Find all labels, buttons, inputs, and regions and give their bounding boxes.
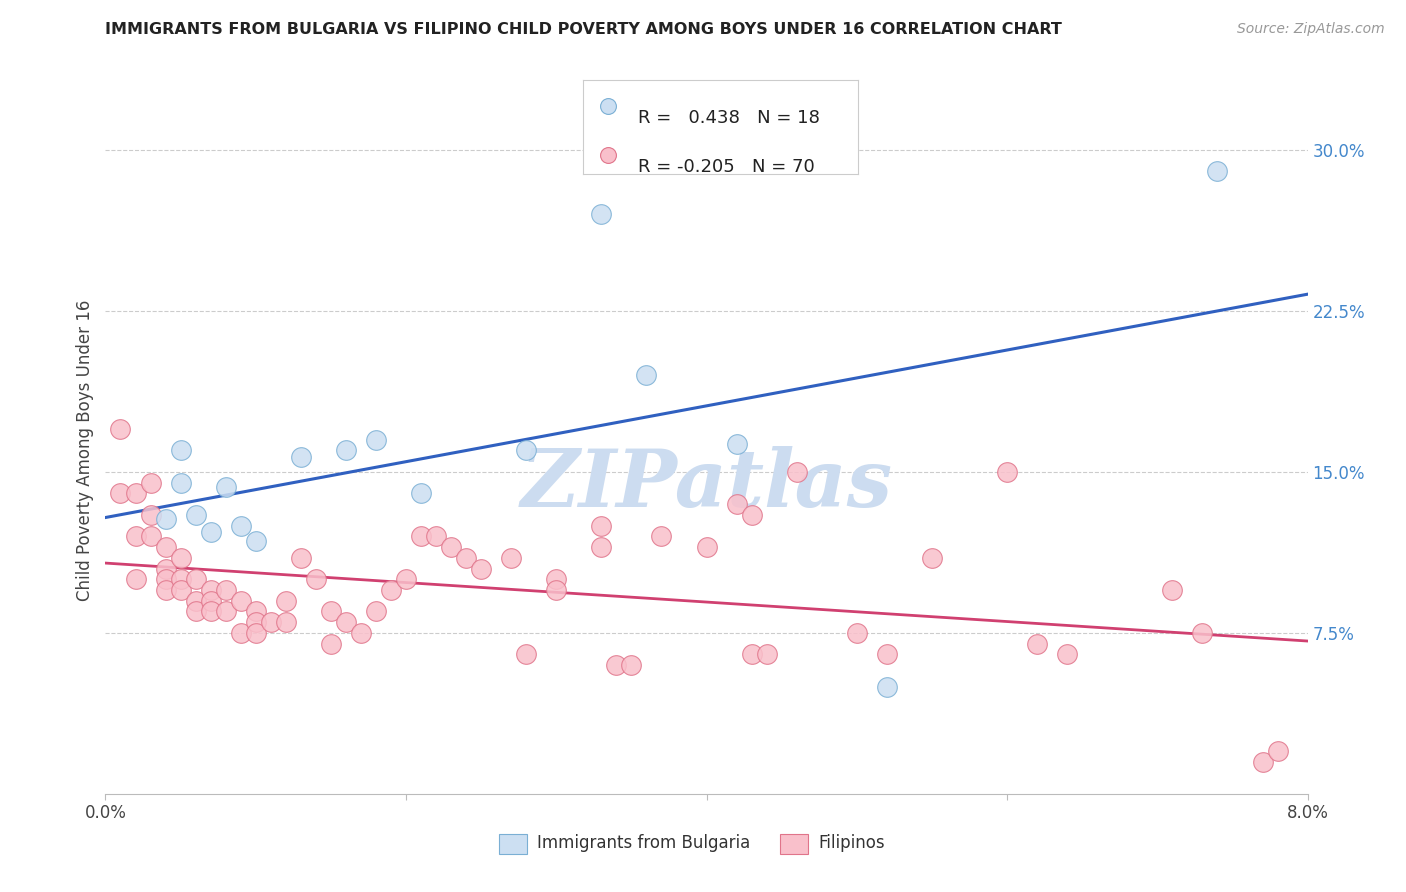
Point	[636, 368, 658, 383]
Point	[214, 480, 236, 494]
Point	[364, 604, 387, 618]
Point	[229, 593, 252, 607]
Point	[155, 512, 177, 526]
Point	[1251, 755, 1274, 769]
Point	[1026, 637, 1049, 651]
Point	[409, 486, 432, 500]
Point	[470, 561, 492, 575]
Point	[921, 550, 943, 565]
Point	[546, 572, 568, 586]
Text: Source: ZipAtlas.com: Source: ZipAtlas.com	[1237, 22, 1385, 37]
Point	[200, 524, 222, 539]
Point	[124, 486, 146, 500]
Point	[274, 615, 297, 630]
Point	[184, 508, 207, 522]
Point	[214, 582, 236, 597]
Point	[139, 475, 162, 490]
Point	[184, 604, 207, 618]
Point	[290, 450, 312, 464]
Point	[591, 540, 613, 554]
Point	[110, 486, 132, 500]
Text: R = -0.205   N = 70: R = -0.205 N = 70	[638, 159, 815, 177]
Point	[725, 437, 748, 451]
Point	[845, 626, 868, 640]
Point	[155, 582, 177, 597]
Point	[155, 572, 177, 586]
Point	[260, 615, 283, 630]
Point	[515, 443, 537, 458]
Point	[1267, 744, 1289, 758]
Point	[110, 422, 132, 436]
Point	[169, 475, 191, 490]
Point	[155, 561, 177, 575]
Point	[169, 550, 191, 565]
Text: ZIPatlas: ZIPatlas	[520, 446, 893, 524]
Point	[139, 529, 162, 543]
Point	[229, 518, 252, 533]
Text: R =   0.438   N = 18: R = 0.438 N = 18	[638, 109, 820, 127]
Point	[184, 593, 207, 607]
Point	[591, 207, 613, 221]
Point	[200, 593, 222, 607]
Point	[200, 582, 222, 597]
Point	[1206, 164, 1229, 178]
Point	[139, 508, 162, 522]
Point	[395, 572, 418, 586]
Point	[454, 550, 477, 565]
Point	[245, 626, 267, 640]
Point	[725, 497, 748, 511]
Point	[409, 529, 432, 543]
Point	[620, 658, 643, 673]
Point	[245, 615, 267, 630]
Point	[786, 465, 808, 479]
Point	[741, 648, 763, 662]
Point	[650, 529, 672, 543]
Point	[755, 648, 778, 662]
Point	[319, 637, 342, 651]
Point	[335, 615, 357, 630]
Point	[350, 626, 373, 640]
Point	[546, 582, 568, 597]
Point	[1161, 582, 1184, 597]
Point	[1056, 648, 1078, 662]
Point	[200, 604, 222, 618]
Point	[229, 626, 252, 640]
Point	[274, 593, 297, 607]
Point	[1191, 626, 1213, 640]
Point	[169, 572, 191, 586]
Point	[169, 443, 191, 458]
Text: IMMIGRANTS FROM BULGARIA VS FILIPINO CHILD POVERTY AMONG BOYS UNDER 16 CORRELATI: IMMIGRANTS FROM BULGARIA VS FILIPINO CHI…	[105, 22, 1063, 37]
Point	[364, 433, 387, 447]
Point	[214, 604, 236, 618]
Point	[876, 680, 898, 694]
Point	[440, 540, 463, 554]
Point	[741, 508, 763, 522]
Point	[319, 604, 342, 618]
Point	[501, 550, 523, 565]
Point	[124, 572, 146, 586]
Point	[515, 648, 537, 662]
Point	[876, 648, 898, 662]
Point	[245, 604, 267, 618]
Point	[591, 518, 613, 533]
Point	[124, 529, 146, 543]
Point	[380, 582, 402, 597]
Point	[155, 540, 177, 554]
Text: Filipinos: Filipinos	[818, 834, 884, 852]
Text: Immigrants from Bulgaria: Immigrants from Bulgaria	[537, 834, 751, 852]
Y-axis label: Child Poverty Among Boys Under 16: Child Poverty Among Boys Under 16	[76, 300, 94, 601]
Point	[425, 529, 447, 543]
Point	[305, 572, 328, 586]
Point	[169, 582, 191, 597]
Point	[995, 465, 1018, 479]
Point	[290, 550, 312, 565]
Point	[605, 658, 627, 673]
Point	[696, 540, 718, 554]
Point	[184, 572, 207, 586]
Point	[245, 533, 267, 548]
Point	[335, 443, 357, 458]
